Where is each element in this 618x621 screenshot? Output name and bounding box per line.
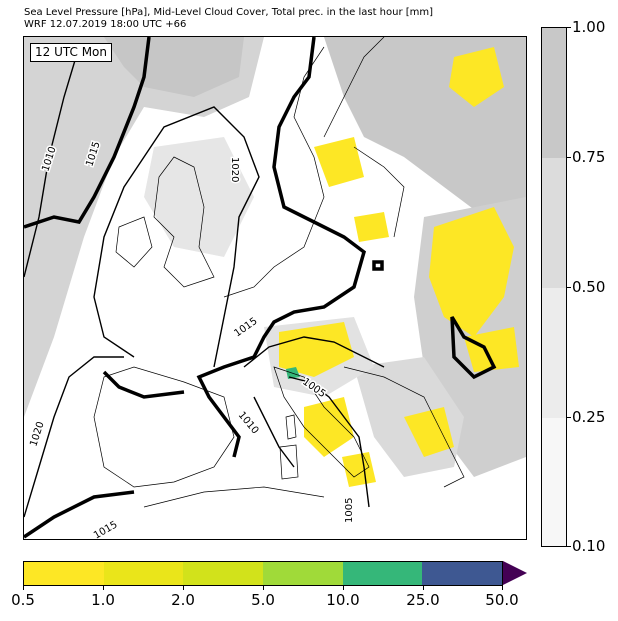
cloud-tick-label: 1.00 (572, 18, 606, 36)
map-canvas: 1010 1015 1020 1020 1015 1005 1010 1005 … (24, 37, 526, 539)
precip-tick-label: 25.0 (406, 591, 440, 609)
coast-iberia (93, 366, 235, 488)
isobars-thick (24, 37, 497, 539)
precip-seg (24, 562, 104, 585)
precip-tick (103, 586, 104, 590)
isobar-thin-1010-west (24, 46, 80, 278)
precip-patch-poland (464, 327, 519, 372)
cloud-seg (542, 158, 566, 288)
coast-sardinia (279, 444, 299, 480)
cloud-tick (567, 157, 571, 158)
cloud-tick (567, 546, 571, 547)
precip-tick (502, 586, 503, 590)
weather-map: 1010 1015 1020 1020 1015 1005 1010 1005 … (23, 36, 527, 540)
coastlines (93, 37, 465, 508)
precip-colorbar (23, 561, 503, 586)
coast-scandinavia (323, 37, 385, 138)
cloud-cover-colorbar (541, 27, 567, 547)
precip-seg (422, 562, 503, 585)
precip-patch-italy (304, 397, 354, 457)
isobar-thick-3 (102, 370, 185, 399)
cloud-area-nw (104, 37, 244, 97)
cloud-tick (567, 417, 571, 418)
isobars-thin (24, 46, 385, 518)
precip-seg (263, 562, 343, 585)
isobar-thin-1020-sw (24, 356, 124, 518)
coast-baltic (353, 146, 405, 238)
precip-seg (342, 562, 423, 585)
chart-title: Sea Level Pressure [hPa], Mid-Level Clou… (24, 7, 434, 18)
isobar-thin-1020-atlantic (93, 106, 260, 368)
cloud-area-atlantic (24, 37, 264, 417)
cloud-area-mid (144, 137, 254, 257)
isobar-label: 1015 (92, 519, 120, 539)
isobar-thick-1 (24, 37, 151, 229)
precip-seg (183, 562, 264, 585)
precip-patch-balkans (404, 407, 454, 457)
precip-tick-label: 5.0 (251, 591, 275, 609)
time-label: 12 UTC Mon (30, 43, 112, 62)
isobar-thick-6 (372, 260, 384, 271)
isobar-label: 1015 (232, 316, 259, 340)
coast-italy (273, 366, 370, 478)
isobar-label: 1020 (28, 420, 46, 448)
precip-tick-label: 0.5 (11, 591, 35, 609)
precip-tick-label: 10.0 (326, 591, 360, 609)
precip-tick-label: 2.0 (171, 591, 195, 609)
isobar-thick-4 (24, 490, 135, 539)
precip-extend-arrow (503, 561, 527, 585)
coast-balkans (343, 366, 465, 488)
coast-north-africa (143, 486, 325, 508)
precip-patch-east (429, 207, 514, 337)
coast-ireland (115, 216, 153, 268)
run-info: WRF 12.07.2019 18:00 UTC +66 (24, 19, 187, 30)
cloud-tick-label: 0.75 (572, 148, 606, 166)
cloud-seg (542, 28, 566, 158)
isobar-thick-2 (196, 37, 367, 458)
precip-seg (103, 562, 184, 585)
precip-tick-label: 50.0 (485, 591, 519, 609)
precip-tick-label: 1.0 (91, 591, 115, 609)
isobar-label: 1010 (236, 410, 261, 437)
cloud-seg (542, 288, 566, 418)
precip-tick (423, 586, 424, 590)
precip-patch-alps (279, 322, 354, 377)
precip-tick (23, 586, 24, 590)
cloud-tick (567, 27, 571, 28)
cloud-tick-label: 0.25 (572, 408, 606, 426)
isobar-thick-5 (450, 316, 497, 380)
precip-patch-south-italy (342, 452, 376, 487)
isobar-thin-1005 (288, 376, 370, 508)
isobar-thin-1010 (253, 396, 295, 468)
precip-layer (279, 47, 519, 487)
precip-tick (263, 586, 264, 590)
cloud-tick (567, 287, 571, 288)
coast-corsica (285, 414, 297, 440)
cloud-tick-label: 0.10 (572, 537, 606, 555)
precip-patch-scandi (314, 137, 364, 187)
isobar-thin-1015 (243, 336, 385, 368)
cloud-tick-label: 0.50 (572, 278, 606, 296)
isobar-label: 1005 (344, 498, 355, 523)
precip-patch-ne (449, 47, 504, 107)
isobar-label: 1020 (229, 157, 240, 182)
precip-tick (183, 586, 184, 590)
cloud-seg (542, 418, 566, 546)
precip-patch-baltic (354, 212, 389, 242)
coast-britain (153, 156, 215, 288)
precip-tick (343, 586, 344, 590)
